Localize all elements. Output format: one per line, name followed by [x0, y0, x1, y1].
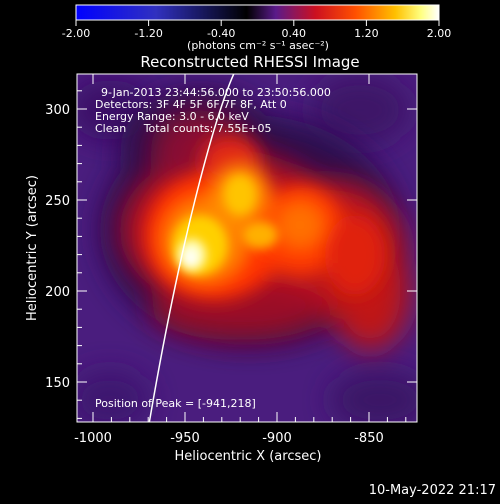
x-axis-ticks	[92, 74, 407, 422]
annotation-time-range: 9-Jan-2013 23:44:56.000 to 23:50:56.000	[101, 86, 331, 99]
plot-title: Reconstructed RHESSI Image	[140, 53, 359, 71]
y-tick-label: 150	[45, 376, 70, 391]
rhessi-image	[77, 74, 417, 422]
y-axis-ticks	[77, 90, 417, 419]
colorbar-tick-label: -2.00	[62, 27, 90, 40]
x-tick-label: -1000	[74, 431, 112, 446]
solar-limb-curve	[148, 74, 235, 422]
colorbar-tick-label: 2.00	[427, 27, 452, 40]
y-axis-title: Heliocentric Y (arcsec)	[25, 175, 40, 321]
annotation-detectors: Detectors: 3F 4F 5F 6F 7F 8F, Att 0	[95, 98, 287, 111]
x-tick-label: -850	[354, 431, 384, 446]
annotation-energy-range: Energy Range: 3.0 - 6.0 keV	[95, 110, 249, 123]
colorbar-tick-label: -0.40	[207, 27, 235, 40]
annotation-peak-position: Position of Peak = [-941,218]	[95, 397, 256, 410]
colorbar-ticks	[75, 20, 440, 26]
y-tick-label: 200	[45, 285, 70, 300]
colorbar-units-label: (photons cm⁻² s⁻¹ asec⁻²)	[187, 39, 329, 52]
y-tick-label: 250	[45, 194, 70, 209]
x-tick-label: -950	[170, 431, 200, 446]
footer-timestamp: 10-May-2022 21:17	[369, 483, 496, 498]
plot-frame	[76, 73, 418, 423]
annotation-method-counts: Clean Total counts: 7.55E+05	[95, 122, 272, 135]
x-tick-label: -900	[262, 431, 292, 446]
y-tick-label: 300	[45, 103, 70, 118]
x-axis-title: Heliocentric X (arcsec)	[175, 449, 322, 464]
colorbar-tick-label: 0.40	[282, 27, 307, 40]
colorbar	[75, 4, 440, 21]
colorbar-tick-label: 1.20	[354, 27, 379, 40]
colorbar-tick-label: -1.20	[134, 27, 162, 40]
